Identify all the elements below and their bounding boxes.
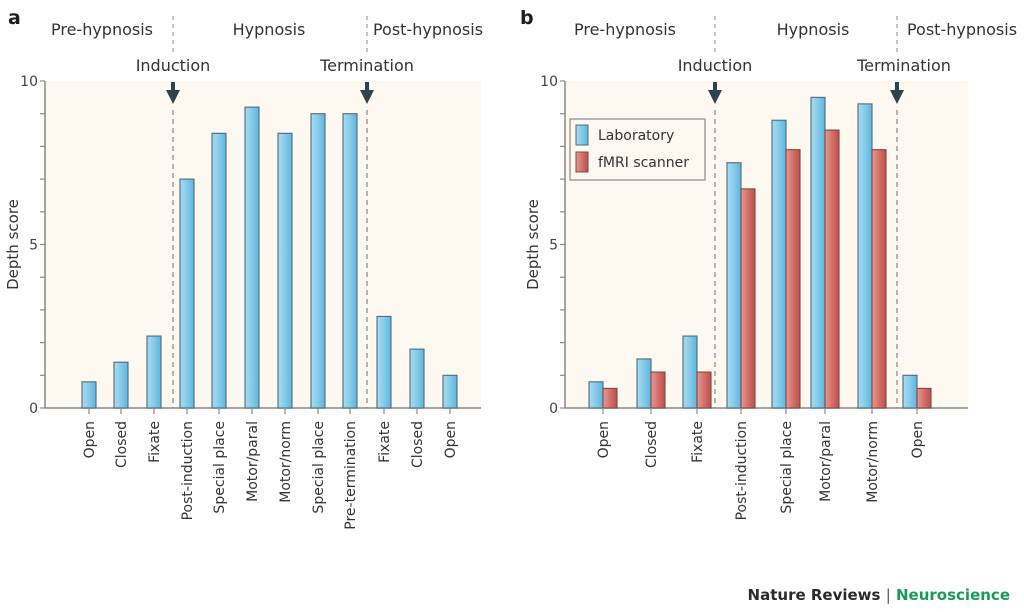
bar-laboratory	[682, 335, 698, 409]
x-tick-label: Fixate	[690, 421, 706, 463]
down-arrow-icon	[171, 82, 175, 92]
phase-label: Hypnosis	[777, 20, 850, 39]
x-tick-label: Special place	[311, 421, 327, 514]
bar-laboratory	[810, 96, 826, 409]
bar-laboratory	[588, 381, 604, 409]
x-tick-label: Post-induction	[734, 421, 750, 520]
y-tick-label: 5	[549, 238, 558, 254]
event-label: Termination	[319, 56, 414, 75]
x-tick-label: Fixate	[377, 421, 393, 463]
down-arrow-icon	[708, 90, 722, 104]
down-arrow-icon	[890, 90, 904, 104]
event-label: Induction	[136, 56, 211, 75]
x-tick-label: Motor/norm	[278, 421, 294, 503]
bar	[113, 361, 129, 409]
bar	[442, 374, 458, 409]
phase-label: Post-hypnosis	[373, 20, 483, 39]
legend-swatch-laboratory	[575, 124, 589, 146]
event-label: Termination	[856, 56, 951, 75]
x-tick-label: Closed	[114, 421, 130, 468]
bar-laboratory	[636, 358, 652, 409]
legend-label: Laboratory	[598, 128, 674, 144]
bar	[179, 178, 195, 409]
x-tick-label: Open	[596, 421, 612, 458]
phase-label: Hypnosis	[233, 20, 306, 39]
x-tick-label: Special place	[212, 421, 228, 514]
x-tick-label: Special place	[779, 421, 795, 514]
bar-fmri-scanner	[871, 149, 887, 409]
down-arrow-icon	[713, 82, 717, 92]
plot-background	[45, 81, 481, 408]
bar	[244, 106, 260, 409]
y-tick-label: 0	[29, 401, 38, 417]
panel-letter: a	[8, 7, 21, 29]
panel-b: b Pre-hypnosis Hypnosis Post-hypnosis Induct…	[520, 7, 1017, 520]
legend-box	[569, 118, 706, 181]
bar-laboratory	[771, 119, 787, 409]
bar	[342, 113, 358, 409]
bar	[211, 132, 227, 409]
bar	[409, 348, 425, 409]
x-tick-label: Open	[910, 421, 926, 458]
event-label: Induction	[678, 56, 753, 75]
y-axis-label: Depth score	[4, 199, 22, 290]
phase-label: Pre-hypnosis	[51, 20, 153, 39]
bar	[310, 113, 326, 409]
bar	[277, 132, 293, 409]
x-tick-label: Motor/paral	[245, 421, 261, 502]
publisher-name: Nature Reviews	[747, 586, 881, 604]
down-arrow-icon	[365, 82, 369, 92]
x-tick-label: Closed	[644, 421, 660, 468]
y-tick-label: 0	[549, 401, 558, 417]
phase-label: Post-hypnosis	[907, 20, 1017, 39]
bar-laboratory	[726, 162, 742, 409]
down-arrow-icon	[895, 82, 899, 92]
journal-name: Neuroscience	[896, 586, 1010, 604]
x-tick-label: Post-induction	[180, 421, 196, 520]
bar	[376, 315, 392, 409]
x-tick-label: Fixate	[147, 421, 163, 463]
bar-fmri-scanner	[602, 387, 618, 409]
y-tick-label: 10	[20, 74, 38, 90]
bar-fmri-scanner	[650, 371, 666, 409]
bar-laboratory	[857, 103, 873, 409]
bar-fmri-scanner	[824, 129, 840, 409]
journal-credit: Nature Reviews | Neuroscience	[748, 586, 1010, 604]
bar	[81, 381, 97, 409]
x-tick-label: Open	[443, 421, 459, 458]
x-tick-label: Closed	[410, 421, 426, 468]
legend: Laboratory fMRI scanner	[569, 118, 706, 181]
x-tick-label: Motor/paral	[818, 421, 834, 502]
bar-laboratory	[902, 374, 918, 409]
panel-letter: b	[520, 7, 534, 29]
legend-swatch-fmri-scanner	[575, 151, 589, 173]
y-tick-label: 5	[29, 238, 38, 254]
bar-fmri-scanner	[696, 371, 712, 409]
down-arrow-icon	[166, 90, 180, 104]
phase-label: Pre-hypnosis	[574, 20, 676, 39]
x-tick-label: Motor/norm	[865, 421, 881, 503]
credit-separator: |	[885, 586, 891, 604]
bar-fmri-scanner	[740, 188, 756, 409]
down-arrow-icon	[360, 90, 374, 104]
y-axis-label: Depth score	[524, 199, 542, 290]
y-tick-label: 10	[540, 74, 558, 90]
x-tick-label: Open	[82, 421, 98, 458]
bar-fmri-scanner	[916, 387, 932, 409]
bar	[146, 335, 162, 409]
bar-fmri-scanner	[785, 149, 801, 409]
panel-a: a Pre-hypnosis Hypnosis Post-hypnosis Induct…	[4, 7, 483, 530]
x-tick-label: Pre-termination	[343, 421, 359, 530]
legend-label: fMRI scanner	[598, 155, 689, 171]
